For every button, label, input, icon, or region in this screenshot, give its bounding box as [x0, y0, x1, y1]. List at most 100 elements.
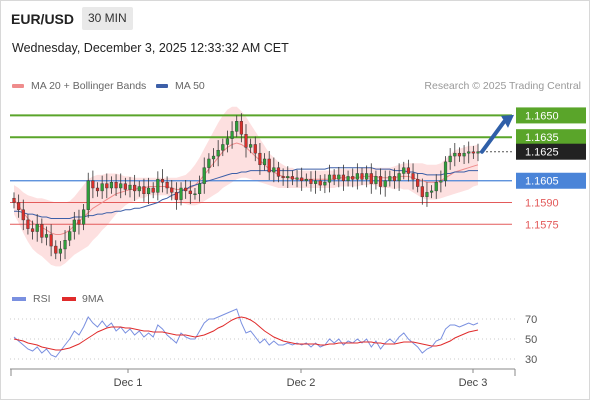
candle-body-36 — [179, 187, 183, 200]
candle-body-22 — [114, 181, 118, 189]
level-label-1: 1.1635 — [525, 132, 559, 144]
candle-body-26 — [133, 184, 137, 192]
candle-body-69 — [332, 174, 336, 180]
level-label-0: 1.1650 — [525, 110, 559, 122]
level-label-3: 1.1590 — [525, 198, 559, 210]
rsi-ma-swatch-icon — [62, 297, 76, 301]
candle-body-45 — [221, 144, 225, 151]
candle-body-68 — [327, 174, 332, 183]
candle-body-77 — [369, 173, 373, 184]
candle-body-10 — [58, 248, 62, 254]
x-tick-label-1: Dec 2 — [287, 377, 316, 389]
candle-body-83 — [397, 173, 401, 181]
candle-body-12 — [68, 231, 72, 241]
candle-body-35 — [174, 192, 178, 200]
candle-body-88 — [420, 186, 424, 197]
candle-body-92 — [439, 180, 443, 183]
candle-body-98 — [467, 151, 471, 154]
candle-body-51 — [249, 144, 253, 148]
candle-body-2 — [21, 209, 25, 221]
candle-body-71 — [341, 174, 346, 181]
rsi-tick-2: 30 — [525, 354, 537, 366]
candle-body-18 — [95, 187, 100, 192]
level-label-box-2 — [516, 172, 586, 189]
candle-body-44 — [216, 150, 220, 157]
candle-body-42 — [207, 158, 211, 168]
candle-body-9 — [54, 245, 58, 254]
ma50-line — [14, 167, 478, 219]
candle-body-47 — [230, 131, 234, 139]
candle-body-64 — [309, 179, 313, 184]
rsi-tick-0: 70 — [525, 314, 537, 326]
candle-body-53 — [258, 152, 262, 165]
candle-body-60 — [290, 176, 294, 180]
candle-body-27 — [137, 186, 141, 192]
level-label-box-0 — [516, 107, 586, 124]
candle-body-94 — [448, 155, 452, 163]
candle-body-34 — [170, 187, 174, 193]
ma20-label: MA 20 + Bollinger Bands — [31, 80, 147, 92]
x-tick-label-0: Dec 1 — [114, 377, 143, 389]
candle-body-50 — [244, 134, 248, 148]
rsi-line — [13, 308, 479, 358]
candle-body-49 — [239, 121, 243, 135]
candle-body-86 — [411, 173, 415, 180]
candle-body-37 — [184, 187, 188, 192]
candle-body-32 — [160, 179, 165, 183]
rsi-tick-1: 50 — [525, 334, 537, 346]
rsi-ma-legend-label: 9MA — [82, 293, 104, 305]
candle-body-54 — [262, 158, 267, 165]
candle-body-78 — [374, 176, 378, 184]
current-price-label: 1.1625 — [525, 147, 559, 159]
candle-body-67 — [323, 181, 327, 186]
candle-body-17 — [91, 180, 95, 189]
ma20-swatch-icon — [12, 84, 24, 88]
candle-body-40 — [198, 183, 202, 195]
candle-body-79 — [378, 176, 383, 187]
candle-body-80 — [383, 180, 387, 187]
candle-body-66 — [318, 180, 322, 186]
forecast-arrow-shaft — [480, 119, 506, 154]
rsi-swatch-icon — [12, 297, 26, 301]
candle-body-99 — [471, 151, 475, 154]
candle-body-41 — [202, 167, 206, 184]
candle-body-43 — [211, 155, 216, 160]
candle-body-38 — [188, 190, 192, 195]
datetime-label: Wednesday, December 3, 2025 12:33:32 AM … — [12, 41, 289, 55]
candle-body-74 — [355, 173, 359, 180]
current-price-box — [516, 143, 586, 160]
rsi-legend-label: RSI — [33, 293, 51, 305]
candle-body-72 — [346, 176, 350, 181]
candle-body-0 — [12, 197, 16, 203]
candle-body-8 — [49, 234, 53, 247]
candle-body-11 — [63, 240, 67, 250]
candle-body-63 — [304, 179, 308, 181]
symbol-title: EUR/USD — [11, 11, 75, 27]
candle-body-46 — [225, 138, 230, 145]
x-tick-label-2: Dec 3 — [459, 377, 488, 389]
candle-body-3 — [26, 219, 30, 229]
candle-body-23 — [119, 183, 123, 189]
candle-body-21 — [109, 181, 114, 189]
timeframe-badge[interactable]: 30 MIN — [82, 7, 133, 30]
candle-body-19 — [100, 183, 104, 192]
level-label-4: 1.1575 — [525, 219, 559, 231]
candle-body-39 — [193, 193, 197, 196]
candle-body-25 — [128, 184, 132, 190]
candle-body-5 — [35, 224, 39, 232]
candle-body-59 — [286, 176, 290, 179]
candle-body-56 — [272, 167, 276, 173]
candle-body-57 — [276, 167, 281, 177]
candle-body-1 — [17, 202, 21, 210]
candle-body-48 — [235, 121, 239, 132]
candle-body-20 — [105, 183, 109, 189]
candle-body-31 — [156, 179, 160, 193]
candle-body-14 — [77, 219, 81, 225]
candle-body-65 — [314, 180, 318, 184]
candle-body-58 — [281, 176, 285, 179]
candle-body-28 — [142, 186, 146, 195]
candle-body-55 — [267, 158, 271, 173]
candle-body-16 — [86, 180, 90, 210]
candle-body-33 — [165, 181, 169, 189]
candle-body-24 — [123, 183, 127, 190]
